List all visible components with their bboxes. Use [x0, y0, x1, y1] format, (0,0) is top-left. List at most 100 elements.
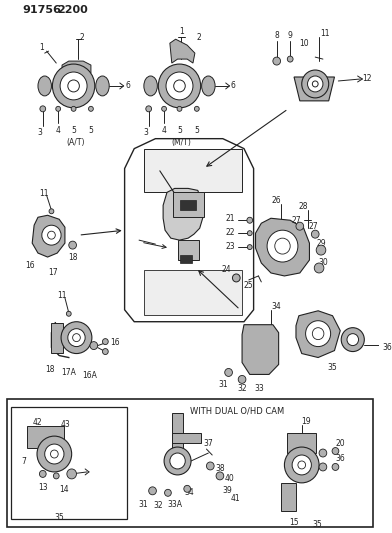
Bar: [180, 200, 196, 211]
Text: 8: 8: [274, 31, 279, 40]
Circle shape: [37, 436, 72, 472]
Bar: [51, 322, 63, 352]
Circle shape: [53, 64, 95, 108]
Circle shape: [56, 107, 61, 111]
Bar: [172, 413, 183, 448]
Polygon shape: [125, 139, 254, 322]
Circle shape: [298, 461, 306, 469]
Text: 1: 1: [179, 27, 184, 36]
Bar: [27, 426, 64, 448]
Circle shape: [194, 107, 199, 111]
Text: 2: 2: [196, 33, 201, 42]
Circle shape: [170, 453, 185, 469]
Circle shape: [306, 321, 330, 346]
Circle shape: [332, 464, 339, 471]
Circle shape: [61, 322, 92, 353]
Ellipse shape: [201, 76, 215, 96]
Text: 35: 35: [54, 513, 64, 522]
Bar: [7, 399, 373, 527]
Polygon shape: [170, 39, 195, 63]
Circle shape: [314, 263, 324, 273]
Circle shape: [319, 463, 327, 471]
Text: 32: 32: [237, 384, 247, 393]
Circle shape: [347, 334, 359, 345]
Text: (M/T): (M/T): [171, 138, 191, 147]
Text: 4: 4: [56, 126, 61, 135]
Circle shape: [292, 455, 311, 475]
Circle shape: [216, 472, 224, 480]
Text: 1: 1: [40, 43, 44, 52]
Ellipse shape: [144, 76, 157, 96]
Circle shape: [312, 328, 324, 340]
Circle shape: [69, 241, 76, 249]
Text: 2: 2: [80, 33, 85, 42]
Text: 16A: 16A: [83, 371, 97, 380]
Circle shape: [73, 334, 80, 342]
Circle shape: [319, 449, 327, 457]
Text: 35: 35: [312, 520, 322, 529]
Circle shape: [247, 245, 252, 249]
Text: WITH DUAL O/HD CAM: WITH DUAL O/HD CAM: [190, 407, 284, 416]
Circle shape: [51, 450, 58, 458]
Text: 11: 11: [39, 189, 49, 198]
Text: 27: 27: [291, 216, 301, 225]
Circle shape: [247, 231, 252, 236]
Text: 17: 17: [49, 269, 58, 278]
Text: 23: 23: [226, 241, 235, 251]
Circle shape: [45, 444, 64, 464]
Text: 31: 31: [138, 500, 148, 509]
Circle shape: [68, 329, 85, 346]
Text: 36: 36: [383, 343, 392, 352]
Text: 3: 3: [38, 128, 42, 137]
Text: 5: 5: [71, 126, 76, 135]
Circle shape: [332, 448, 339, 455]
Text: 5: 5: [194, 126, 199, 135]
Text: 19: 19: [301, 417, 310, 426]
Circle shape: [177, 107, 182, 111]
Circle shape: [232, 274, 240, 282]
Circle shape: [275, 238, 290, 254]
Bar: [178, 240, 199, 260]
Text: 42: 42: [32, 418, 42, 427]
Circle shape: [71, 107, 76, 111]
Text: 12: 12: [363, 75, 372, 84]
Text: 15: 15: [289, 518, 299, 527]
Circle shape: [89, 107, 93, 111]
Circle shape: [102, 349, 108, 354]
Text: 29: 29: [316, 239, 326, 248]
Bar: [11, 407, 127, 519]
Circle shape: [162, 107, 167, 111]
Circle shape: [47, 231, 55, 239]
Circle shape: [67, 469, 76, 479]
Text: 17A: 17A: [61, 368, 76, 377]
Circle shape: [302, 70, 329, 98]
Circle shape: [287, 56, 293, 62]
Circle shape: [49, 209, 54, 214]
Text: 6: 6: [231, 82, 236, 91]
Ellipse shape: [96, 76, 109, 96]
Circle shape: [146, 106, 152, 112]
Text: 30: 30: [318, 257, 328, 266]
Circle shape: [273, 57, 281, 65]
Text: 41: 41: [230, 494, 240, 503]
Bar: [173, 192, 203, 217]
Circle shape: [165, 489, 171, 496]
Polygon shape: [32, 215, 65, 257]
Circle shape: [311, 230, 319, 238]
Circle shape: [53, 473, 59, 479]
Text: 2200: 2200: [57, 5, 88, 15]
Text: 10: 10: [299, 39, 309, 47]
Circle shape: [184, 486, 191, 492]
Text: 22: 22: [226, 228, 235, 237]
Text: 43: 43: [61, 419, 71, 429]
Text: 33: 33: [254, 384, 264, 393]
Circle shape: [341, 328, 364, 352]
Polygon shape: [163, 188, 203, 240]
Text: 36: 36: [336, 455, 345, 464]
Text: 5: 5: [89, 126, 93, 135]
Text: 35: 35: [328, 363, 338, 372]
Text: 3: 3: [143, 128, 148, 137]
Text: 28: 28: [299, 202, 309, 211]
Circle shape: [40, 106, 46, 112]
Text: 33A: 33A: [167, 500, 182, 509]
